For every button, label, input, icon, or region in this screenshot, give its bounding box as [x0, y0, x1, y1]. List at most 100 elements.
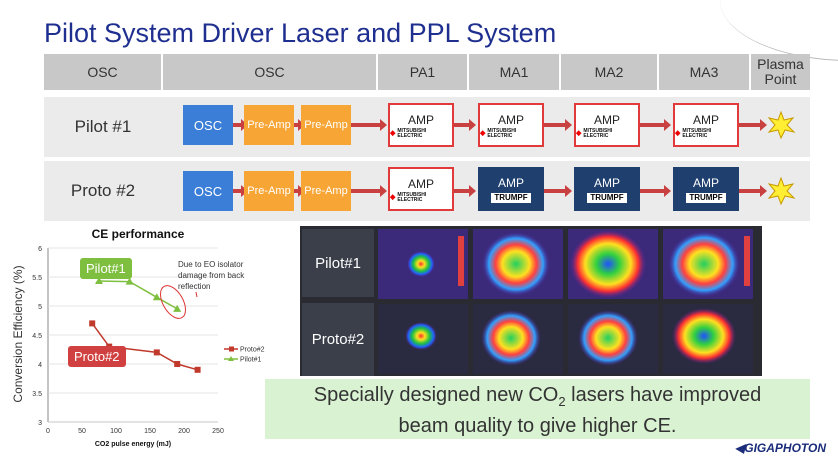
y-tick-label: 4 [38, 362, 42, 369]
x-tick-label: 150 [144, 428, 156, 435]
data-point [125, 277, 134, 285]
logo-text: GIGAPHOTON [744, 441, 827, 455]
page-title: Pilot System Driver Laser and PPL System [44, 18, 557, 48]
amp-label: AMP [593, 176, 620, 190]
legend-label: Proto#2 [240, 347, 265, 354]
plasma-star-icon [767, 110, 796, 140]
y-tick-label: 3 [38, 420, 42, 427]
data-point [95, 277, 103, 285]
arrow [233, 185, 248, 197]
chart-title: CE performance [92, 227, 185, 241]
brand-label: MITSUBISHI ELECTRIC [397, 191, 427, 203]
brand-label: MITSUBISHI ELECTRIC [583, 127, 613, 139]
amp-ma3-proto: AMP TRUMPF [673, 167, 739, 211]
header-ma3: MA3 [659, 54, 749, 90]
arrow [294, 185, 305, 197]
amp-label: AMP [692, 176, 719, 190]
annotation-pointer [195, 291, 198, 298]
header-plasma-point: Plasma Point [751, 54, 810, 90]
arrow [640, 119, 671, 131]
annotation-line-3: reflection [178, 282, 210, 291]
amp-pa1-proto: AMP ◆ MITSUBISHI ELECTRIC [388, 167, 454, 211]
legend-marker [228, 356, 234, 361]
amp-ma2-pilot: AMP ◆ MITSUBISHI ELECTRIC [574, 103, 640, 147]
data-point [152, 293, 161, 301]
amp-label: AMP [593, 112, 620, 127]
beam-image-pilot-ma2 [568, 229, 658, 299]
summary-line-2: beam quality to give higher CE. [398, 415, 677, 437]
brand-label: MITSUBISHI ELECTRIC [682, 127, 712, 139]
mitsubishi-logo: ◆ MITSUBISHI ELECTRIC [390, 191, 452, 203]
amp-ma3-pilot: AMP ◆ MITSUBISHI ELECTRIC [673, 103, 739, 147]
amp-label: AMP [407, 112, 434, 127]
x-tick-label: 50 [78, 428, 86, 435]
arrow [544, 185, 572, 197]
x-tick-label: 100 [110, 428, 122, 435]
y-tick-label: 5.5 [32, 275, 42, 282]
legend-label: Pilot#1 [240, 357, 262, 364]
brand-label: MITSUBISHI ELECTRIC [397, 127, 427, 139]
beam-image-proto-ma1 [473, 304, 563, 374]
arrow [233, 119, 248, 131]
mitsubishi-logo: ◆ MITSUBISHI ELECTRIC [576, 127, 638, 139]
amp-label: AMP [692, 112, 719, 127]
mitsubishi-logo: ◆ MITSUBISHI ELECTRIC [480, 128, 542, 139]
summary-message: Specially designed new CO2 lasers have i… [265, 379, 810, 439]
mitsubishi-logo: ◆ MITSUBISHI ELECTRIC [390, 127, 452, 139]
summary-text-b: lasers have improved [565, 384, 762, 406]
osc-box-proto: OSC [183, 171, 233, 211]
arrow [739, 185, 767, 197]
arrow [544, 119, 572, 131]
gigaphoton-logo: ◀GIGAPHOTON [735, 441, 826, 455]
amp-label: AMP [407, 176, 434, 191]
series-line-pilot1 [98, 280, 178, 310]
mitsubishi-diamonds-icon: ◆ [390, 194, 396, 201]
beam-profile-images [378, 229, 753, 374]
row-label-proto: Proto #2 [70, 181, 136, 200]
arrow [454, 185, 476, 197]
arrow [294, 119, 305, 131]
beam-label-pilot1: Pilot#1 [302, 229, 374, 297]
beam-label-proto2: Proto#2 [302, 303, 374, 376]
preamp-box-pilot-2: Pre-Amp [301, 105, 351, 145]
data-point [194, 366, 201, 373]
beam-image-pilot-ma1 [473, 229, 563, 299]
amp-ma1-pilot: AMP ◆ MITSUBISHI ELECTRIC [478, 103, 544, 147]
y-axis-label: Conversion Efficiency (%) [11, 265, 25, 402]
arrow [351, 185, 387, 197]
preamp-box-proto-1: Pre-Amp [244, 171, 294, 211]
y-tick-label: 5 [38, 304, 42, 311]
data-point [173, 304, 182, 312]
summary-text-a: Specially designed new CO [313, 384, 559, 406]
amp-pa1-pilot: AMP ◆ MITSUBISHI ELECTRIC [388, 103, 454, 147]
preamp-box-pilot-1: Pre-Amp [244, 105, 294, 145]
header-pa1: PA1 [378, 54, 467, 90]
mitsubishi-diamonds-icon: ◆ [675, 130, 681, 137]
arrow [640, 185, 671, 197]
plasma-star-icon [767, 176, 796, 206]
beam-image-pilot-ma3 [663, 229, 753, 299]
osc-box-pilot: OSC [183, 105, 233, 145]
summary-line-1: Specially designed new CO2 lasers have i… [265, 383, 810, 414]
chart-legend: Proto#2 Pilot#1 [224, 346, 265, 364]
data-point [174, 361, 181, 367]
data-point [153, 349, 160, 356]
x-tick-label: 200 [178, 428, 190, 435]
y-tick-label: 3.5 [32, 391, 42, 398]
annotation-line-1: Due to EO isolator [178, 260, 244, 269]
summary-subscript: 2 [558, 394, 566, 409]
header-ma2: MA2 [561, 54, 657, 90]
mitsubishi-diamonds-icon: ◆ [480, 130, 486, 137]
title-arc [720, 0, 838, 61]
amp-label: AMP [497, 112, 524, 127]
y-tick-label: 6 [38, 246, 42, 253]
header-osc-label: OSC [44, 54, 161, 90]
amp-label: AMP [497, 176, 524, 190]
callout-pilot1: Pilot#1 [80, 258, 132, 279]
amp-ma2-proto: AMP TRUMPF [574, 167, 640, 211]
annotation-ellipse [160, 285, 186, 319]
header-ma1: MA1 [469, 54, 559, 90]
ce-performance-chart: CE performance Conversion Efficiency (%)… [11, 227, 265, 448]
arrow [454, 119, 476, 131]
header-osc: OSC [163, 54, 376, 90]
